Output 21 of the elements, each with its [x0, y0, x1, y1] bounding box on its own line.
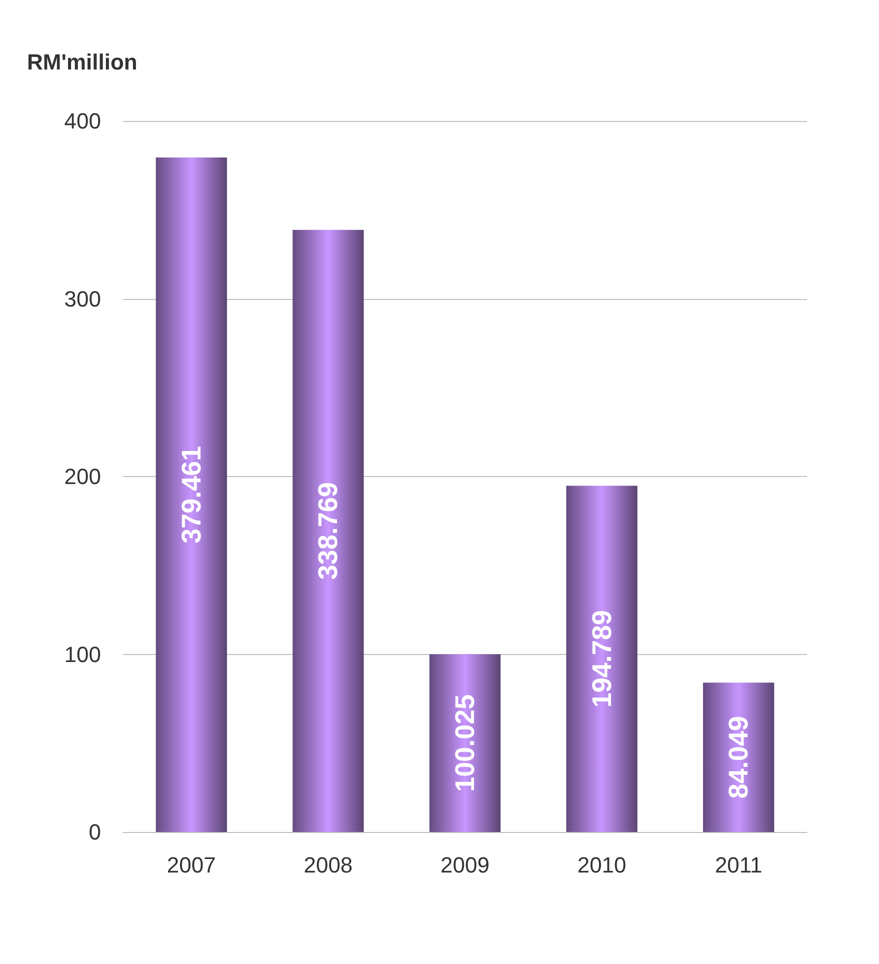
y-tick-label: 0 — [88, 820, 101, 844]
bar — [156, 158, 227, 832]
data-label: 194.789 — [586, 610, 617, 708]
data-label: 100.025 — [450, 694, 480, 792]
x-tick-label: 2007 — [166, 852, 216, 878]
y-axis-title: RM'million — [27, 50, 138, 74]
data-label: 84.049 — [724, 716, 754, 799]
y-tick-label: 300 — [64, 286, 101, 312]
y-tick-label: 200 — [64, 464, 101, 489]
x-tick-label: 2009 — [440, 852, 490, 878]
bar — [566, 486, 638, 832]
y-tick-label: 400 — [64, 108, 101, 134]
data-label: 338.769 — [313, 482, 344, 580]
data-label: 379.461 — [176, 446, 206, 544]
bar — [703, 682, 774, 832]
bar — [429, 654, 501, 832]
x-tick-label: 2011 — [714, 852, 762, 878]
x-tick-label: 2008 — [304, 852, 353, 878]
bar — [292, 230, 364, 832]
x-tick-label: 2010 — [577, 852, 626, 878]
y-tick-label: 100 — [64, 642, 101, 667]
